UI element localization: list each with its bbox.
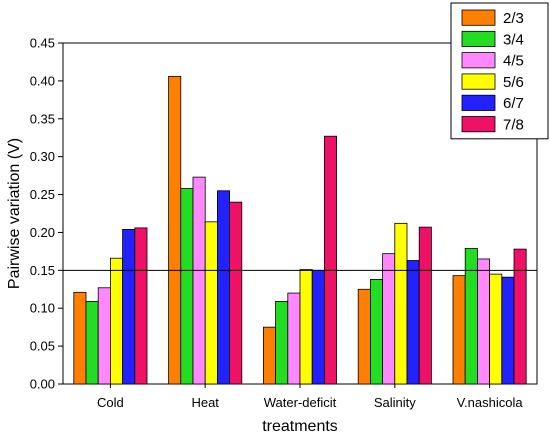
legend-swatch-5-6 [461,73,496,90]
bar-7-8-cold [134,227,148,385]
bar-6-7-salinity [406,260,420,385]
bar-5-6-salinity [394,222,408,385]
bar-6-7-heat [216,190,230,385]
legend-label: 7/8 [503,117,524,134]
x-axis-title: treatments [262,418,338,435]
y-tick-label: 0.30 [30,149,55,164]
x-tick-label: Water-deficit [264,395,337,410]
bar-2-3-cold [73,291,87,385]
bar-5-6-v-nashicola [489,273,503,385]
bar-6-7-v-nashicola [501,276,515,385]
x-tick-label: Heat [191,395,219,410]
y-axis-title: Pairwise variation (V) [6,138,23,289]
legend-label: 5/6 [503,74,524,91]
y-tick-label: 0.15 [30,263,55,278]
bar-4-5-salinity [382,253,396,385]
bar-3-4-v-nashicola [464,247,478,385]
x-tick-label: V.nashicola [457,395,524,410]
legend: 2/3 3/4 4/5 5/6 6/7 7/8 [450,2,549,140]
bar-2-3-heat [168,75,182,385]
bar-5-6-cold [110,257,124,385]
x-tick-label: Salinity [374,395,416,410]
axes: 0.00 0.05 0.10 0.15 0.20 0.25 0.30 0.35 0.40 0.45… [30,36,537,410]
bar-3-4-salinity [369,279,383,385]
legend-swatch-7-8 [461,116,496,133]
bar-4-5-water-deficit [287,292,301,385]
legend-label: 6/7 [503,95,524,112]
y-tick-label: 0.45 [30,36,55,51]
bar-4-5-heat [192,176,206,385]
bar-6-7-water-deficit [311,269,325,385]
bar-2-3-salinity [357,288,371,385]
legend-label: 2/3 [503,10,524,27]
bar-2-3-water-deficit [262,326,276,385]
bar-2-3-v-nashicola [452,275,466,385]
bar-7-8-heat [229,201,243,385]
bars [73,75,527,385]
legend-label: 4/5 [503,53,524,70]
bar-5-6-heat [204,221,218,385]
y-tick-label: 0.00 [30,377,55,392]
bar-3-4-water-deficit [275,301,289,385]
x-tick-label: Cold [97,395,124,410]
bar-7-8-water-deficit [323,135,337,385]
y-tick-label: 0.35 [30,111,55,126]
legend-swatch-3-4 [461,30,496,47]
y-tick-label: 0.05 [30,339,55,354]
bar-7-8-v-nashicola [513,248,527,385]
bar-5-6-water-deficit [299,269,313,385]
bar-7-8-salinity [418,226,432,385]
legend-swatch-2-3 [461,9,496,26]
legend-swatch-4-5 [461,52,496,69]
legend-swatch-6-7 [461,94,496,111]
bar-3-4-cold [85,301,99,385]
legend-label: 3/4 [503,31,524,48]
bar-4-5-v-nashicola [476,258,490,385]
bar-3-4-heat [180,188,194,385]
bar-4-5-cold [97,287,111,385]
bar-6-7-cold [122,229,136,385]
y-tick-label: 0.10 [30,301,55,316]
y-tick-label: 0.20 [30,225,55,240]
y-tick-label: 0.40 [30,73,55,88]
y-tick-label: 0.25 [30,187,55,202]
